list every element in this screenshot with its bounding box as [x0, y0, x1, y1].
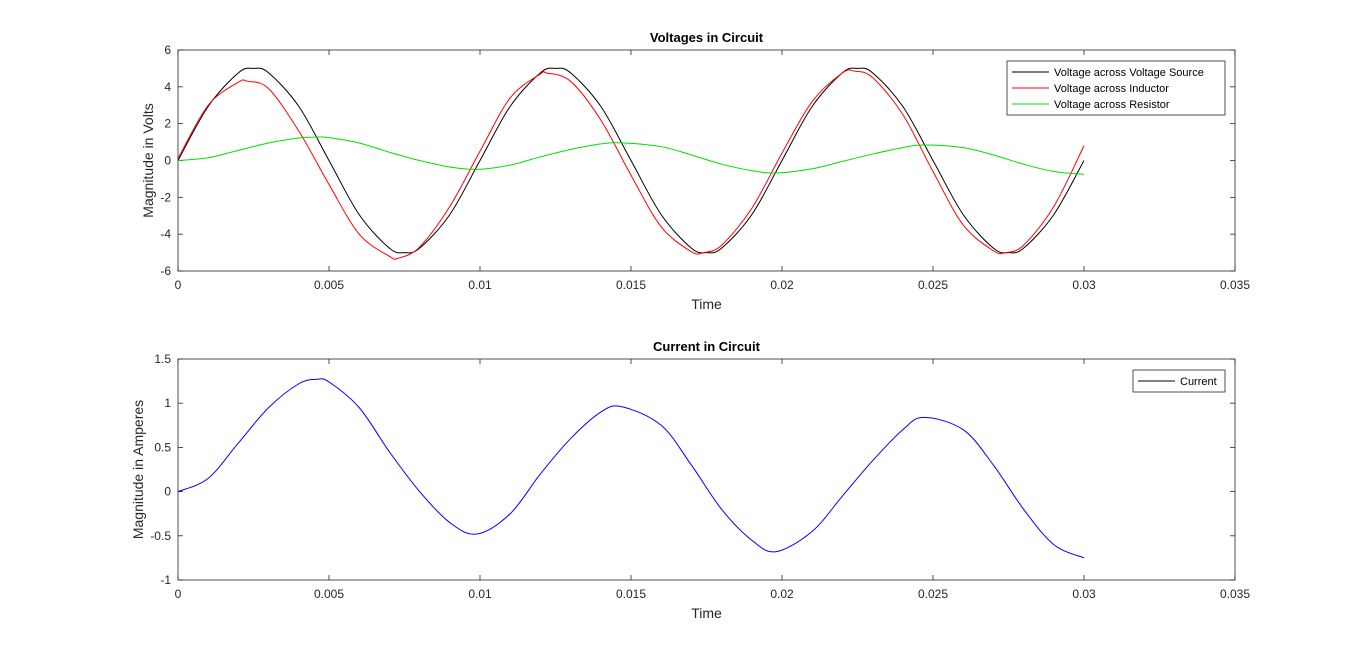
x-tick-label: 0.02	[770, 587, 794, 601]
legend: Voltage across Voltage Source Voltage acr…	[1006, 60, 1226, 116]
y-tick-label: -1	[160, 573, 171, 587]
x-tick-label: 0.03	[1072, 278, 1096, 292]
x-tick-label: 0.03	[1072, 587, 1096, 601]
x-tick-label: 0	[175, 587, 182, 601]
y-tick-label: 0	[164, 485, 171, 499]
legend-entry: Current	[1180, 376, 1217, 388]
x-tick-label: 0.015	[616, 278, 646, 292]
x-tick-label: 0.035	[1220, 587, 1250, 601]
y-tick-label: 6	[164, 43, 171, 57]
chart-title: Voltages in Circuit	[650, 30, 764, 45]
voltages-plot: 0 0.005 0.01 0.015 0.02 0.025 0.03 0.035 -6 -4 -2 0…	[140, 30, 1250, 312]
x-axis-label: Time	[691, 296, 722, 312]
legend-box	[1132, 369, 1226, 393]
plot-area	[177, 358, 1236, 581]
series-line-0	[177, 378, 1085, 559]
legend-entry: Voltage across Inductor	[1054, 83, 1169, 95]
x-tick-label: 0.005	[314, 587, 344, 601]
x-tick-label: 0.035	[1220, 278, 1250, 292]
current-plot: 0 0.005 0.01 0.015 0.02 0.025 0.03 0.035 -1 -0.5 0…	[130, 339, 1250, 621]
y-tick-label: -0.5	[150, 529, 171, 543]
chart-title: Current in Circuit	[653, 339, 761, 354]
x-axis-label: Time	[691, 605, 722, 621]
y-axis-label: Magnitude in Amperes	[130, 400, 146, 539]
y-tick-label: 1.5	[154, 352, 171, 366]
x-tick-label: 0.02	[770, 278, 794, 292]
y-tick-label: -2	[160, 190, 171, 204]
y-tick-label: 1	[164, 396, 171, 410]
legend: Current	[1132, 369, 1226, 393]
x-tick-label: 0.025	[918, 278, 948, 292]
y-tick-label: 0.5	[154, 440, 171, 454]
x-tick-label: 0.005	[314, 278, 344, 292]
series-line-0	[177, 67, 1085, 254]
x-tick-label: 0.025	[918, 587, 948, 601]
x-tick-label: 0.01	[468, 587, 492, 601]
y-tick-label: -4	[160, 227, 171, 241]
y-tick-label: 4	[164, 80, 171, 94]
legend-entry: Voltage across Voltage Source	[1054, 67, 1204, 79]
x-tick-label: 0	[175, 278, 182, 292]
x-tick-label: 0.015	[616, 587, 646, 601]
series-line-2	[177, 136, 1085, 175]
y-tick-label: -6	[160, 264, 171, 278]
x-tick-label: 0.01	[468, 278, 492, 292]
y-tick-label: 2	[164, 117, 171, 131]
y-axis-label: Magnitude in Volts	[140, 103, 156, 217]
series-line-1	[177, 69, 1085, 260]
legend-entry: Voltage across Resistor	[1054, 99, 1170, 111]
y-tick-label: 0	[164, 154, 171, 168]
